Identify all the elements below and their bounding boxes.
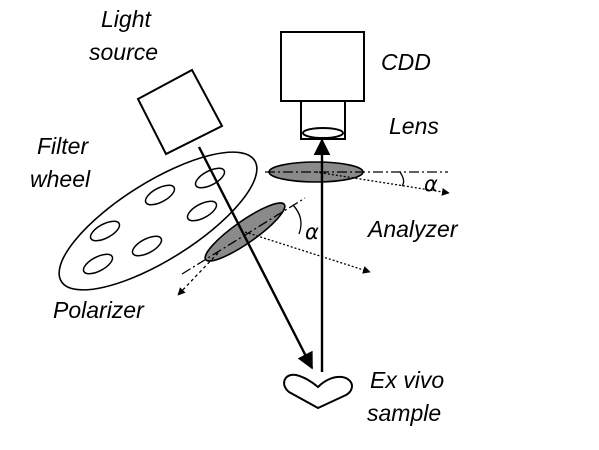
camera-label: CDD — [381, 49, 431, 75]
analyzer-angle-arc — [399, 171, 405, 187]
polarizer-angle-label: α — [305, 220, 319, 244]
sample-label-line1: Ex vivo — [370, 367, 445, 393]
polarizer-angle-arc — [292, 204, 302, 235]
polarizer-axis-arrow-right — [244, 231, 371, 274]
lens-glass — [302, 127, 344, 139]
heart-sample-icon — [283, 373, 353, 410]
camera-body — [280, 31, 365, 102]
sample-label-line2: sample — [367, 400, 442, 426]
analyzer-label: Analyzer — [368, 216, 458, 242]
filter-wheel-label-line2: wheel — [30, 166, 91, 192]
polarizer-label: Polarizer — [53, 297, 144, 323]
lens-label: Lens — [389, 113, 439, 139]
light-source-label-line1: Light — [101, 6, 151, 32]
filter-wheel-label-line1: Filter — [37, 133, 89, 159]
filter-wheel — [58, 151, 258, 291]
incident-beam — [197, 146, 314, 370]
analyzer-axis-arrow — [315, 171, 450, 196]
light-source-label-line2: source — [89, 39, 159, 65]
polarizer-axis-arrow-left — [177, 252, 219, 296]
analyzer-angle-label: α — [424, 172, 438, 196]
light-source-box — [136, 68, 224, 156]
